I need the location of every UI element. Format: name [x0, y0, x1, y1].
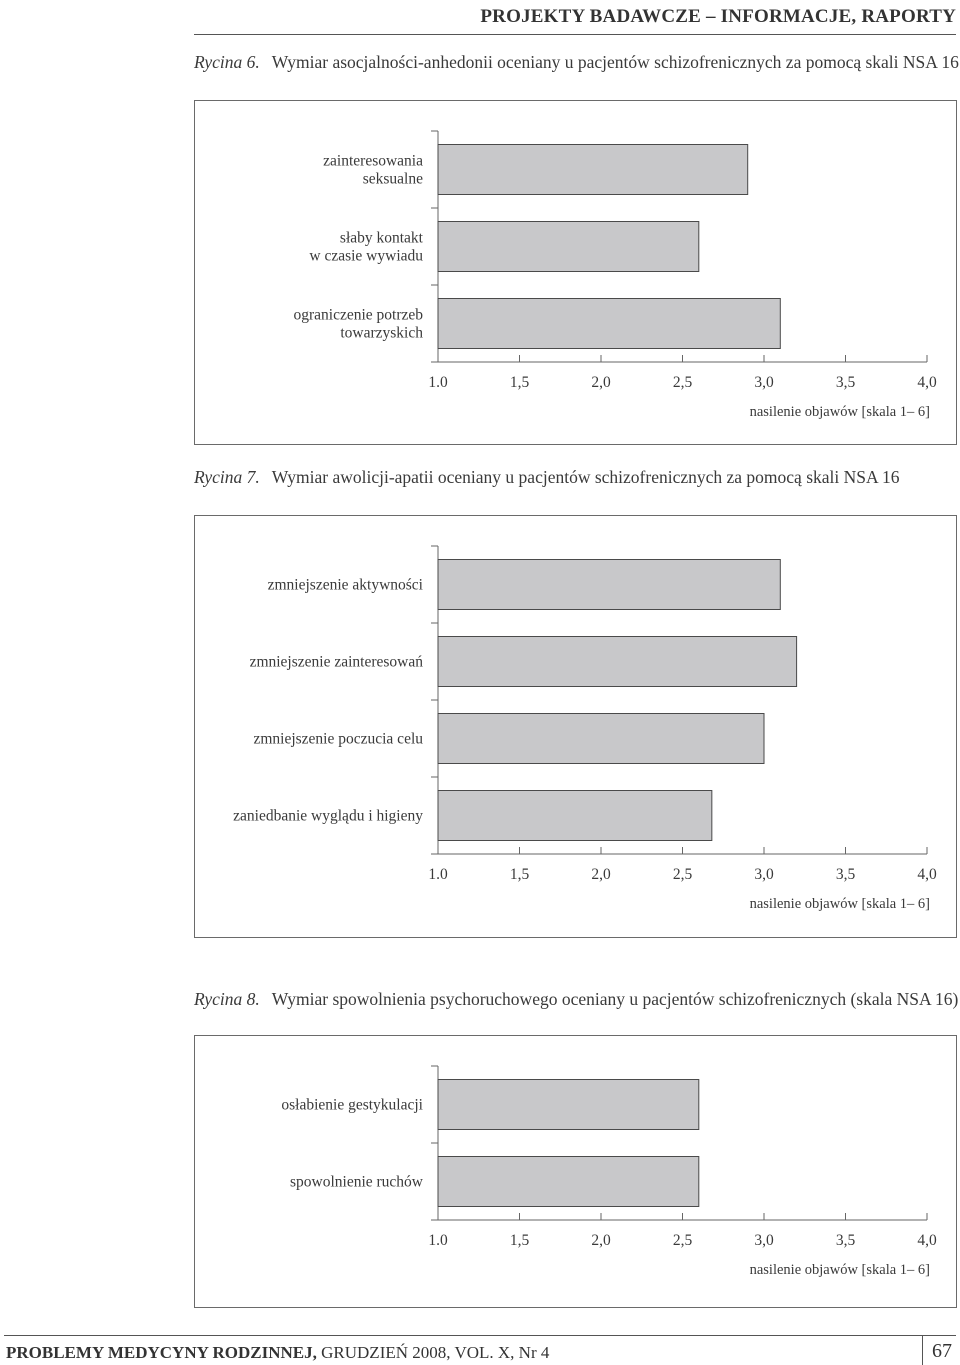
chart-2-svg: 1.0 1,5 2,0 2,5 3,0 3,5 4,0 osłabienie gestykul… — [281, 1065, 937, 1278]
x-tick-label: 3,5 — [836, 866, 856, 883]
figure-7-label: Rycina 7. — [194, 467, 260, 487]
x-tick-label: 1.0 — [428, 866, 448, 883]
journal-footer: PROBLEMY MEDYCYNY RODZINNEJ, GRUDZIEŃ 20… — [6, 1343, 549, 1363]
x-tick-label: 1.0 — [428, 1232, 448, 1249]
category-label: słaby kontakt — [340, 230, 424, 247]
running-header: PROJEKTY BADAWCZE – INFORMACJE, RAPORTY — [480, 6, 956, 27]
figure-8-label: Rycina 8. — [194, 989, 260, 1009]
figure-8-title: Wymiar spowolnienia psychoruchowego ocen… — [271, 989, 959, 1009]
footer-divider — [922, 1336, 923, 1365]
bar — [437, 559, 781, 610]
category-label: ograniczenie potrzeb — [293, 307, 423, 324]
x-tick-label: 1.0 — [428, 374, 448, 391]
x-tick-label: 3,5 — [836, 374, 856, 391]
figure-8-caption: Rycina 8. Wymiar spowolnienia psychorucho… — [194, 989, 958, 1010]
x-tick-label: 4,0 — [917, 374, 937, 391]
x-tick-label: 1,5 — [510, 1232, 530, 1249]
x-axis-label: nasilenie objawów [skala 1– 6] — [750, 404, 930, 420]
bar — [437, 298, 781, 349]
bar — [437, 221, 700, 272]
chart-1-svg: 1.0 1,5 2,0 2,5 3,0 3,5 4,0 zmniejszenie aktywn… — [233, 545, 937, 912]
figure-7-title: Wymiar awolicji-apatii oceniany u pacjen… — [271, 467, 900, 487]
x-tick-label: 2,0 — [591, 374, 611, 391]
figure-8-chart: 1.0 1,5 2,0 2,5 3,0 3,5 4,0 osłabienie gestykul… — [194, 1035, 957, 1308]
x-tick-label: 1,5 — [510, 866, 530, 883]
x-tick-label: 2,5 — [673, 1232, 693, 1249]
figure-6-caption: Rycina 6. Wymiar asocjalności-anhedonii o… — [194, 52, 959, 73]
category-label: zmniejszenie aktywności — [268, 577, 424, 594]
bar — [437, 144, 749, 195]
x-tick-label: 3,0 — [754, 866, 774, 883]
x-tick-label: 2,0 — [591, 1232, 611, 1249]
bar — [437, 1156, 700, 1207]
x-tick-label: 1,5 — [510, 374, 530, 391]
figure-7-chart: 1.0 1,5 2,0 2,5 3,0 3,5 4,0 zmniejszenie aktywn… — [194, 515, 957, 938]
bar — [437, 713, 765, 764]
category-label: zaniedbanie wyglądu i higieny — [233, 808, 423, 825]
footer-rule — [4, 1335, 956, 1336]
bar — [437, 636, 798, 687]
x-tick-label: 3,0 — [754, 374, 774, 391]
category-label: towarzyskich — [340, 325, 423, 342]
figure-6-title: Wymiar asocjalności-anhedonii oceniany u… — [271, 52, 959, 72]
category-label: osłabienie gestykulacji — [281, 1097, 423, 1114]
figure-6-label: Rycina 6. — [194, 52, 260, 72]
x-tick-label: 4,0 — [917, 866, 937, 883]
x-axis-label: nasilenie objawów [skala 1– 6] — [750, 1262, 930, 1278]
figure-6-chart: 1.0 1,5 2,0 2,5 3,0 3,5 4,0 zainteresowania seks… — [194, 100, 957, 445]
x-tick-label: 2,5 — [673, 866, 693, 883]
x-tick-label: 2,0 — [591, 866, 611, 883]
category-label: seksualne — [363, 171, 423, 188]
figure-7-caption: Rycina 7. Wymiar awolicji-apatii oceniany… — [194, 467, 900, 488]
x-tick-label: 4,0 — [917, 1232, 937, 1249]
x-tick-label: 2,5 — [673, 374, 693, 391]
category-label: w czasie wywiadu — [309, 248, 423, 265]
x-axis-label: nasilenie objawów [skala 1– 6] — [750, 896, 930, 912]
chart-0-svg: 1.0 1,5 2,0 2,5 3,0 3,5 4,0 zainteresowaniaseks… — [293, 130, 937, 420]
page-number: 67 — [932, 1340, 952, 1362]
bar — [437, 1079, 700, 1130]
x-tick-label: 3,0 — [754, 1232, 774, 1249]
journal-issue: GRUDZIEŃ 2008, VOL. X, Nr 4 — [321, 1343, 550, 1362]
category-label: zmniejszenie zainteresowań — [250, 654, 424, 671]
header-rule — [194, 34, 956, 35]
category-label: zainteresowania — [323, 153, 423, 170]
bar — [437, 790, 713, 841]
category-label: zmniejszenie poczucia celu — [253, 731, 423, 748]
x-tick-label: 3,5 — [836, 1232, 856, 1249]
category-label: spowolnienie ruchów — [290, 1174, 424, 1191]
journal-name: PROBLEMY MEDYCYNY RODZINNEJ, — [6, 1343, 317, 1362]
